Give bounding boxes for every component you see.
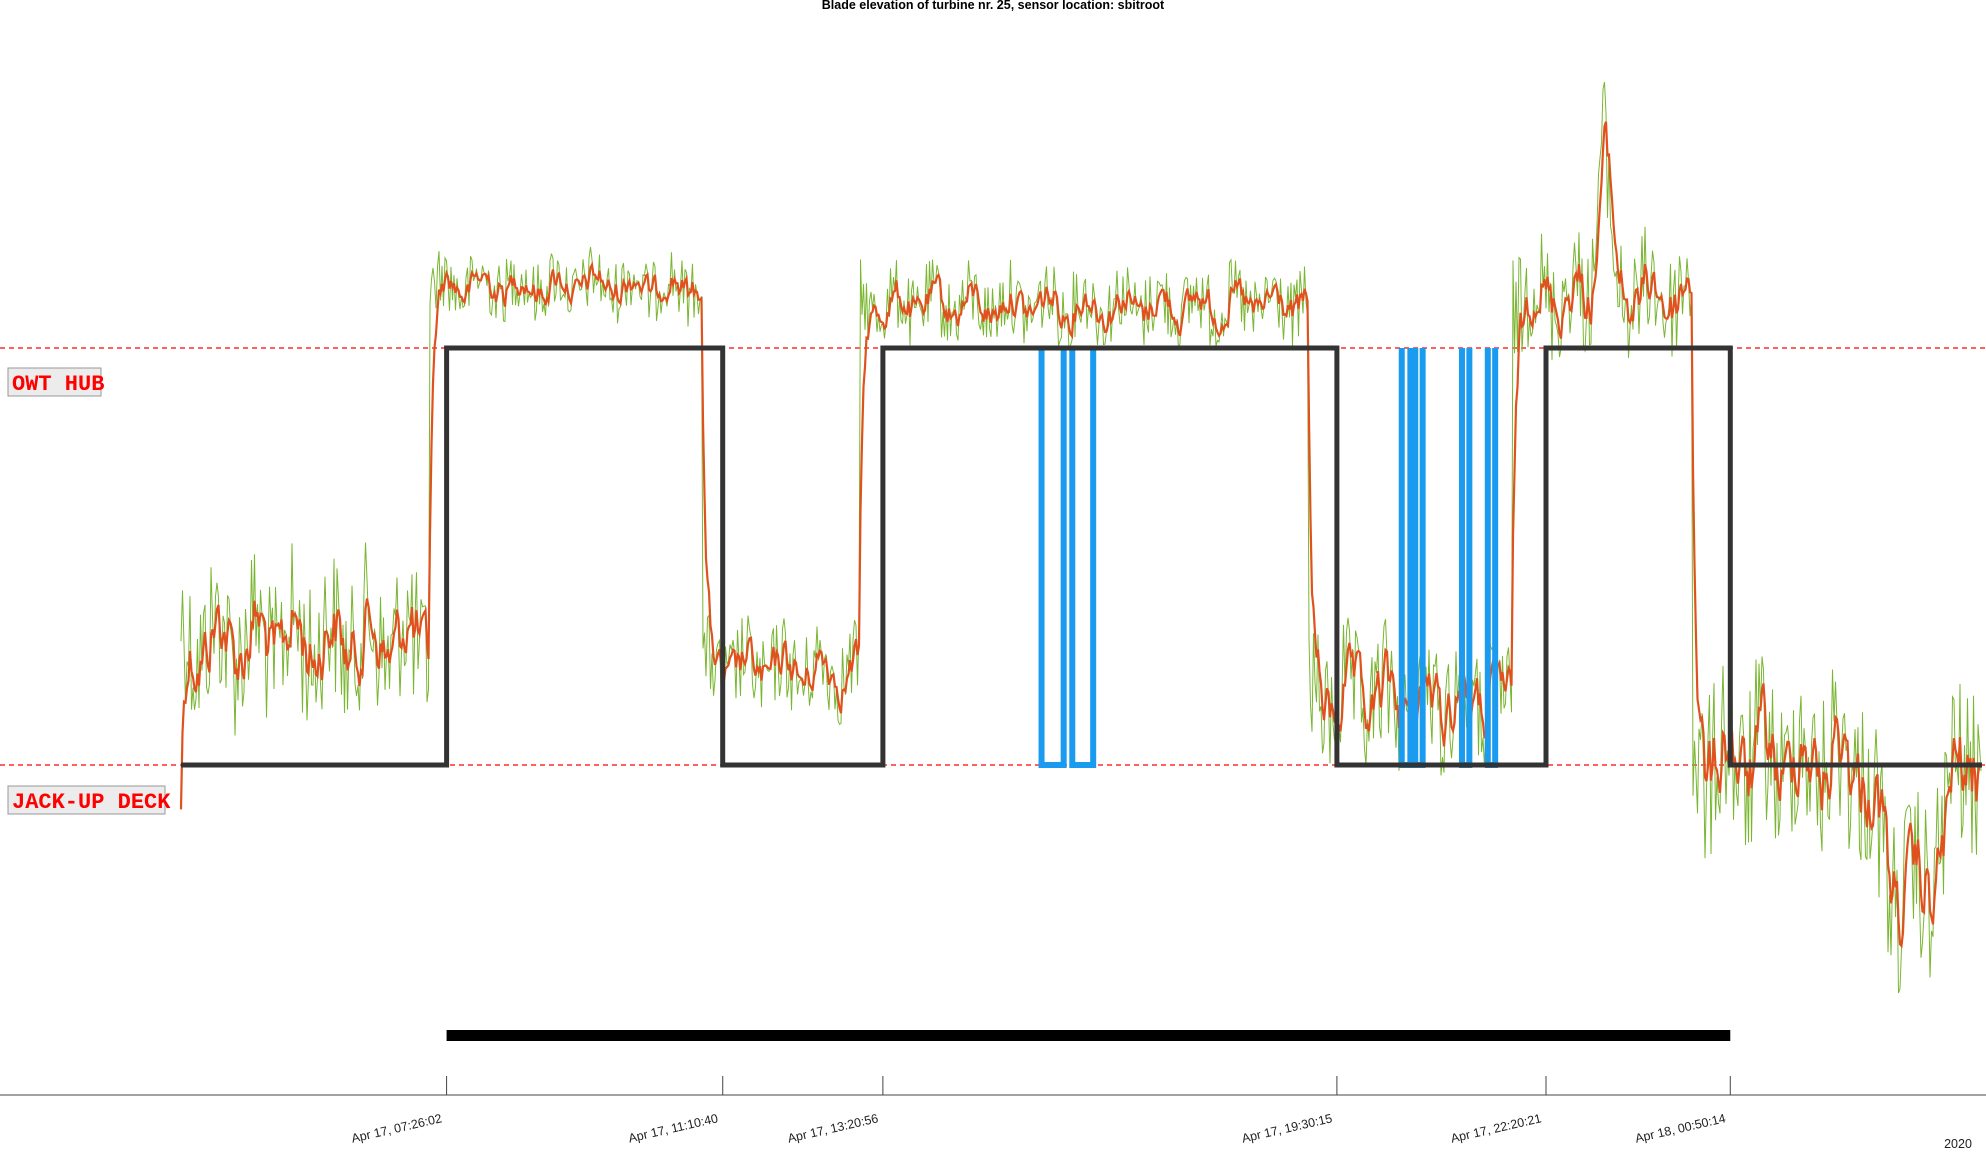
x-tick-label: Apr 17, 19:30:15 xyxy=(1240,1111,1333,1145)
owt-hub-annotation: OWT HUB xyxy=(7,367,104,397)
chart-title: Blade elevation of turbine nr. 25, senso… xyxy=(822,0,1165,12)
jackup-deck-annotation: JACK-UP DECK xyxy=(7,785,171,815)
state-series xyxy=(181,345,1982,768)
x-tick-label: Apr 17, 07:26:02 xyxy=(350,1111,443,1145)
x-tick-label: Apr 18, 00:50:14 xyxy=(1634,1111,1727,1145)
transition-marker-2 xyxy=(1069,348,1097,768)
x-tick-label: Apr 17, 13:20:56 xyxy=(786,1111,879,1145)
raw-series xyxy=(180,81,1982,994)
reference-lines xyxy=(0,347,1986,766)
owt-hub-label: OWT HUB xyxy=(12,372,104,397)
smoothed-series xyxy=(179,121,1982,949)
state-step-line xyxy=(181,345,1982,768)
period-bar-group xyxy=(446,1030,1731,1041)
period-bar xyxy=(446,1030,1731,1041)
owt-hub-box xyxy=(7,367,102,397)
jackup-deck-label: JACK-UP DECK xyxy=(12,790,171,815)
transition-marker-1 xyxy=(1038,348,1067,768)
raw-signal-line xyxy=(180,81,1982,994)
transition-marker-6 xyxy=(1484,348,1499,768)
year-label: 2020 xyxy=(1944,1137,1972,1151)
x-ticks: Apr 17, 07:26:02 Apr 17, 11:10:40 Apr 17, … xyxy=(350,1076,1731,1146)
jackup-deck-box xyxy=(7,785,166,815)
x-tick-label: Apr 17, 22:20:21 xyxy=(1449,1111,1542,1145)
smoothed-signal-line xyxy=(179,121,1982,949)
x-tick-label: Apr 17, 11:10:40 xyxy=(627,1111,719,1145)
